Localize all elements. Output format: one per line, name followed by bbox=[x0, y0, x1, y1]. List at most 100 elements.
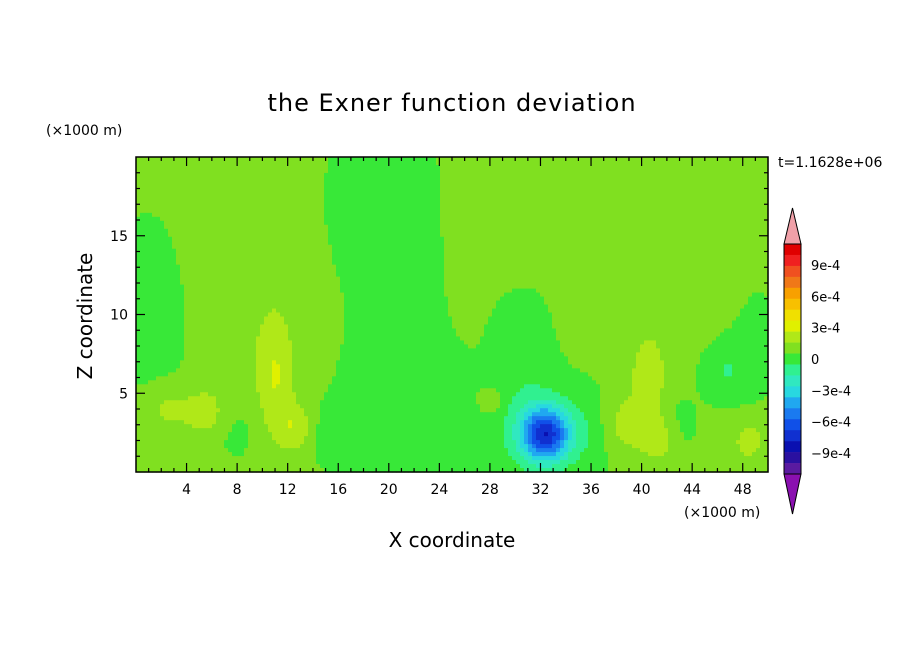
heatmap-cell bbox=[156, 336, 161, 342]
heatmap-cell bbox=[184, 348, 189, 353]
heatmap-cell bbox=[164, 196, 169, 202]
heatmap-cell bbox=[316, 360, 321, 365]
heatmap-cell bbox=[372, 204, 377, 210]
heatmap-cell bbox=[152, 316, 157, 322]
heatmap-cell bbox=[188, 176, 193, 182]
heatmap-cell bbox=[372, 316, 377, 322]
heatmap-cell bbox=[204, 464, 209, 469]
heatmap-cell bbox=[380, 396, 385, 401]
heatmap-cell bbox=[228, 452, 233, 457]
heatmap-cell bbox=[248, 356, 253, 361]
heatmap-cell bbox=[256, 404, 261, 409]
heatmap-cell bbox=[272, 176, 277, 182]
heatmap-cell bbox=[356, 272, 361, 278]
heatmap-cell bbox=[284, 324, 289, 330]
heatmap-cell bbox=[176, 364, 181, 369]
heatmap-cell bbox=[140, 256, 145, 262]
heatmap-cell bbox=[336, 304, 341, 310]
heatmap-cell bbox=[336, 204, 341, 210]
heatmap-cell bbox=[272, 324, 277, 330]
heatmap-cell bbox=[140, 344, 145, 349]
heatmap-cell bbox=[236, 332, 241, 338]
heatmap-cell bbox=[324, 460, 329, 465]
heatmap-cell bbox=[300, 312, 305, 318]
heatmap-cell bbox=[184, 228, 189, 234]
heatmap-cell bbox=[300, 292, 305, 298]
heatmap-cell bbox=[356, 292, 361, 298]
heatmap-cell bbox=[376, 440, 381, 445]
heatmap-cell bbox=[352, 316, 357, 322]
heatmap-cell bbox=[164, 236, 169, 242]
heatmap-cell bbox=[148, 300, 153, 306]
heatmap-cell bbox=[264, 460, 269, 465]
heatmap-cell bbox=[152, 356, 157, 361]
heatmap-cell bbox=[240, 356, 245, 361]
heatmap-cell bbox=[220, 440, 225, 445]
heatmap-cell bbox=[168, 424, 173, 429]
heatmap-cell bbox=[296, 448, 301, 453]
heatmap-cell bbox=[332, 348, 337, 353]
heatmap-cell bbox=[216, 428, 221, 433]
heatmap-cell bbox=[364, 208, 369, 214]
heatmap-cell bbox=[388, 184, 393, 190]
heatmap-cell bbox=[220, 432, 225, 437]
heatmap-cell bbox=[336, 252, 341, 258]
heatmap-cell bbox=[264, 400, 269, 405]
heatmap-cell bbox=[372, 208, 377, 214]
heatmap-cell bbox=[308, 272, 313, 278]
heatmap-cell bbox=[292, 404, 297, 409]
heatmap-cell bbox=[288, 328, 293, 334]
heatmap-cell bbox=[312, 240, 317, 246]
heatmap-cell bbox=[276, 380, 281, 385]
heatmap-cell bbox=[156, 180, 161, 186]
heatmap-cell bbox=[336, 400, 341, 405]
heatmap-cell bbox=[268, 328, 273, 334]
heatmap-cell bbox=[208, 340, 213, 346]
heatmap-cell bbox=[272, 204, 277, 210]
heatmap-cell bbox=[360, 272, 365, 278]
heatmap-cell bbox=[256, 356, 261, 361]
heatmap-cell bbox=[336, 416, 341, 421]
heatmap-cell bbox=[288, 284, 293, 290]
heatmap-cell bbox=[244, 276, 249, 282]
heatmap-cell bbox=[164, 296, 169, 302]
heatmap-cell bbox=[336, 392, 341, 397]
heatmap-cell bbox=[228, 160, 233, 166]
heatmap-cell bbox=[276, 456, 281, 461]
heatmap-cell bbox=[312, 300, 317, 306]
heatmap-cell bbox=[284, 428, 289, 433]
heatmap-cell bbox=[216, 440, 221, 445]
heatmap-cell bbox=[280, 356, 285, 361]
heatmap-cell bbox=[212, 228, 217, 234]
heatmap-cell bbox=[172, 248, 177, 254]
heatmap-cell bbox=[280, 264, 285, 270]
heatmap-cell bbox=[148, 384, 153, 389]
heatmap-cell bbox=[164, 416, 169, 421]
heatmap-cell bbox=[244, 208, 249, 214]
heatmap-cell bbox=[304, 404, 309, 409]
heatmap-cell bbox=[192, 200, 197, 206]
heatmap-cell bbox=[284, 276, 289, 282]
heatmap-cell bbox=[304, 412, 309, 417]
heatmap-cell bbox=[136, 428, 141, 433]
heatmap-cell bbox=[140, 468, 145, 473]
heatmap-cell bbox=[288, 168, 293, 174]
heatmap-cell bbox=[336, 276, 341, 282]
heatmap-cell bbox=[332, 332, 337, 338]
heatmap-cell bbox=[272, 288, 277, 294]
heatmap-cell bbox=[192, 316, 197, 322]
heatmap-cell bbox=[332, 312, 337, 318]
heatmap-cell bbox=[180, 316, 185, 322]
heatmap-cell bbox=[360, 412, 365, 417]
heatmap-cell bbox=[344, 204, 349, 210]
heatmap-cell bbox=[336, 460, 341, 465]
heatmap-cell bbox=[224, 296, 229, 302]
heatmap-cell bbox=[332, 280, 337, 286]
heatmap-cell bbox=[200, 236, 205, 242]
heatmap-cell bbox=[148, 388, 153, 393]
heatmap-cell bbox=[256, 264, 261, 270]
heatmap-cell bbox=[384, 460, 389, 465]
heatmap-cell bbox=[156, 296, 161, 302]
heatmap-cell bbox=[316, 364, 321, 369]
heatmap-cell bbox=[252, 296, 257, 302]
